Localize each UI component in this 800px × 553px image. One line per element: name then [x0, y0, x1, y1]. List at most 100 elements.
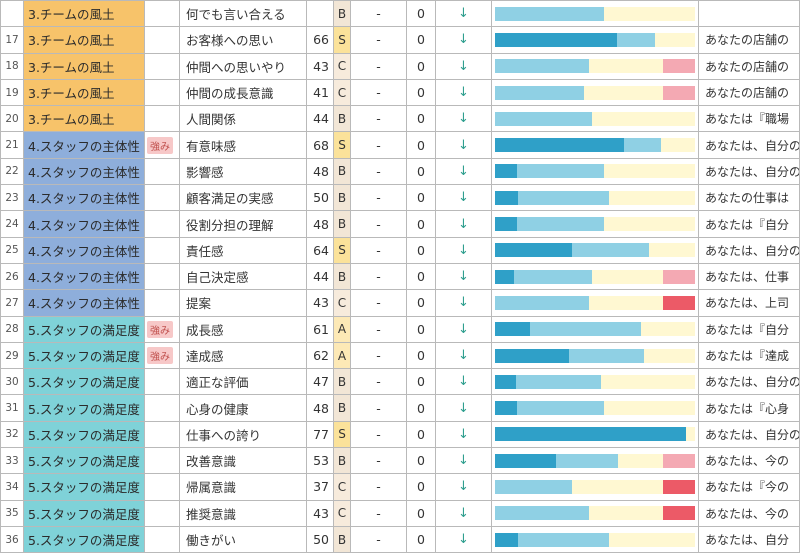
table-row[interactable]: 25 4.スタッフの主体性 責任感 64 S -0 ↓ あなたは、自分の — [0, 236, 800, 264]
previous-value[interactable]: - — [350, 499, 407, 527]
score-value[interactable]: 44 — [306, 105, 334, 133]
comment-text[interactable]: あなたの店舗の — [698, 26, 800, 54]
row-number[interactable]: 25 — [0, 236, 24, 264]
grade-badge[interactable]: B — [333, 157, 351, 186]
score-bar-cell[interactable] — [491, 525, 699, 553]
difference-value[interactable]: 0 — [406, 0, 436, 28]
trend-down-icon[interactable]: ↓ — [435, 236, 492, 264]
table-row[interactable]: 19 3.チームの風土 仲間の成長意識 41 C -0 ↓ あなたの店舗の — [0, 78, 800, 107]
table-row[interactable]: 27 4.スタッフの主体性 提案 43 C -0 ↓ あなたは、上司 — [0, 289, 800, 317]
row-number[interactable]: 30 — [0, 368, 24, 396]
strength-cell[interactable] — [144, 52, 180, 80]
category-cell[interactable]: 4.スタッフの主体性 — [23, 131, 145, 159]
grade-badge[interactable]: B — [333, 447, 351, 475]
row-number[interactable]: 35 — [0, 499, 24, 527]
difference-value[interactable]: 0 — [406, 236, 436, 264]
score-value[interactable]: 62 — [306, 341, 334, 370]
row-number[interactable]: 22 — [0, 157, 24, 186]
grade-badge[interactable]: C — [333, 473, 351, 501]
category-cell[interactable]: 5.スタッフの満足度 — [23, 315, 145, 343]
category-cell[interactable]: 5.スタッフの満足度 — [23, 447, 145, 475]
item-name[interactable]: 適正な評価 — [179, 368, 307, 396]
trend-down-icon[interactable]: ↓ — [435, 78, 492, 107]
comment-text[interactable]: あなたは、今の — [698, 447, 800, 475]
item-name[interactable]: 成長感 — [179, 315, 307, 343]
table-row[interactable]: 20 3.チームの風土 人間関係 44 B -0 ↓ あなたは『職場 — [0, 105, 800, 133]
comment-text[interactable]: あなたは、上司 — [698, 289, 800, 317]
score-bar-cell[interactable] — [491, 368, 699, 396]
row-number[interactable]: 18 — [0, 52, 24, 80]
trend-down-icon[interactable]: ↓ — [435, 525, 492, 553]
category-cell[interactable]: 3.チームの風土 — [23, 0, 145, 28]
table-row[interactable]: 28 5.スタッフの満足度 強み 成長感 61 A -0 ↓ あなたは『自分 — [0, 315, 800, 343]
score-value[interactable]: 41 — [306, 78, 334, 107]
score-bar-cell[interactable] — [491, 78, 699, 107]
strength-cell[interactable] — [144, 289, 180, 317]
grade-badge[interactable]: B — [333, 184, 351, 212]
score-value[interactable]: 64 — [306, 236, 334, 264]
grade-badge[interactable]: S — [333, 26, 351, 54]
category-cell[interactable]: 5.スタッフの満足度 — [23, 420, 145, 449]
previous-value[interactable]: - — [350, 315, 407, 343]
grade-badge[interactable]: C — [333, 499, 351, 527]
strength-cell[interactable] — [144, 210, 180, 238]
score-bar-cell[interactable] — [491, 394, 699, 422]
trend-down-icon[interactable]: ↓ — [435, 210, 492, 238]
comment-text[interactable]: あなたの店舗の — [698, 78, 800, 107]
grade-badge[interactable]: C — [333, 289, 351, 317]
previous-value[interactable]: - — [350, 26, 407, 54]
table-row[interactable]: 35 5.スタッフの満足度 推奨意識 43 C -0 ↓ あなたは、今の — [0, 499, 800, 527]
category-cell[interactable]: 4.スタッフの主体性 — [23, 210, 145, 238]
previous-value[interactable]: - — [350, 52, 407, 80]
grade-badge[interactable]: S — [333, 236, 351, 264]
grade-badge[interactable]: B — [333, 105, 351, 133]
score-value[interactable]: 47 — [306, 368, 334, 396]
grade-badge[interactable]: S — [333, 131, 351, 159]
previous-value[interactable]: - — [350, 0, 407, 28]
item-name[interactable]: 帰属意識 — [179, 473, 307, 501]
difference-value[interactable]: 0 — [406, 368, 436, 396]
category-cell[interactable]: 3.チームの風土 — [23, 26, 145, 54]
trend-down-icon[interactable]: ↓ — [435, 0, 492, 28]
difference-value[interactable]: 0 — [406, 184, 436, 212]
item-name[interactable]: 仕事への誇り — [179, 420, 307, 449]
previous-value[interactable]: - — [350, 210, 407, 238]
comment-text[interactable]: あなたは、自分の — [698, 131, 800, 159]
row-number[interactable]: 26 — [0, 262, 24, 291]
grade-badge[interactable]: C — [333, 52, 351, 80]
comment-text[interactable]: あなたは、今の — [698, 499, 800, 527]
item-name[interactable]: 責任感 — [179, 236, 307, 264]
row-number[interactable]: 33 — [0, 447, 24, 475]
trend-down-icon[interactable]: ↓ — [435, 394, 492, 422]
strength-cell[interactable]: 強み — [144, 315, 180, 343]
score-bar-cell[interactable] — [491, 315, 699, 343]
category-cell[interactable]: 4.スタッフの主体性 — [23, 184, 145, 212]
table-row[interactable]: 34 5.スタッフの満足度 帰属意識 37 C -0 ↓ あなたは『今の — [0, 473, 800, 501]
difference-value[interactable]: 0 — [406, 157, 436, 186]
score-bar-cell[interactable] — [491, 289, 699, 317]
previous-value[interactable]: - — [350, 341, 407, 370]
grade-badge[interactable]: B — [333, 525, 351, 553]
table-row[interactable]: 33 5.スタッフの満足度 改善意識 53 B -0 ↓ あなたは、今の — [0, 447, 800, 475]
score-bar-cell[interactable] — [491, 184, 699, 212]
comment-text[interactable]: あなたの店舗の — [698, 52, 800, 80]
difference-value[interactable]: 0 — [406, 499, 436, 527]
strength-cell[interactable] — [144, 447, 180, 475]
row-number[interactable]: 17 — [0, 26, 24, 54]
category-cell[interactable]: 4.スタッフの主体性 — [23, 289, 145, 317]
item-name[interactable]: お客様への思い — [179, 26, 307, 54]
table-row[interactable]: 22 4.スタッフの主体性 影響感 48 B -0 ↓ あなたは、自分の — [0, 157, 800, 186]
strength-cell[interactable] — [144, 184, 180, 212]
difference-value[interactable]: 0 — [406, 210, 436, 238]
difference-value[interactable]: 0 — [406, 131, 436, 159]
difference-value[interactable]: 0 — [406, 447, 436, 475]
previous-value[interactable]: - — [350, 447, 407, 475]
trend-down-icon[interactable]: ↓ — [435, 499, 492, 527]
trend-down-icon[interactable]: ↓ — [435, 315, 492, 343]
grade-badge[interactable]: B — [333, 368, 351, 396]
strength-cell[interactable] — [144, 78, 180, 107]
difference-value[interactable]: 0 — [406, 26, 436, 54]
table-row[interactable]: 3.チームの風土 何でも言い合える B -0 ↓ — [0, 0, 800, 28]
previous-value[interactable]: - — [350, 131, 407, 159]
strength-cell[interactable] — [144, 499, 180, 527]
